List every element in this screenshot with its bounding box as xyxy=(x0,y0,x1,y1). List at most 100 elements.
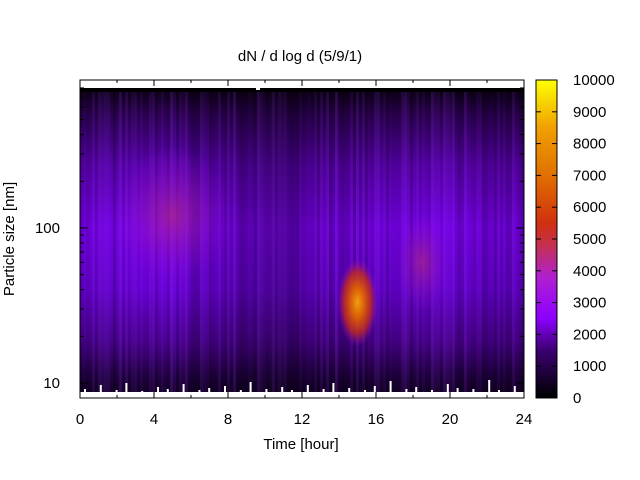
texture-stripe xyxy=(476,92,479,392)
colorbar-tick-label: 5000 xyxy=(573,231,606,248)
texture-stripe xyxy=(512,92,515,392)
texture-stripe xyxy=(353,92,356,392)
colorbar-tick-label: 3000 xyxy=(573,295,606,312)
texture-stripe xyxy=(356,92,359,392)
texture-stripe xyxy=(455,92,458,392)
texture-stripe xyxy=(83,92,86,392)
texture-stripe xyxy=(329,92,332,392)
texture-stripe xyxy=(509,92,512,392)
y-axis-label: Particle size [nm] xyxy=(1,182,18,296)
heatmap-feature xyxy=(112,145,233,286)
texture-stripe xyxy=(386,92,389,392)
gap-tick xyxy=(125,383,128,398)
texture-stripe xyxy=(254,92,257,392)
texture-stripe xyxy=(284,92,287,392)
texture-stripe xyxy=(272,92,275,392)
colorbar-tick-label: 1000 xyxy=(573,358,606,375)
texture-stripe xyxy=(227,92,230,392)
texture-stripe xyxy=(500,92,503,392)
texture-stripe xyxy=(464,92,467,392)
gap-top-tick xyxy=(256,88,260,90)
texture-stripe xyxy=(278,92,281,392)
texture-stripe xyxy=(479,92,482,392)
y-tick-label: 100 xyxy=(35,220,60,237)
texture-stripe xyxy=(383,92,386,392)
x-tick-label: 12 xyxy=(294,411,311,428)
texture-stripe xyxy=(374,92,377,392)
texture-stripe xyxy=(350,92,353,392)
texture-stripe xyxy=(470,92,473,392)
texture-stripe xyxy=(503,92,506,392)
texture-stripe xyxy=(305,92,308,392)
chart-title: dN / d log d (5/9/1) xyxy=(238,48,362,65)
texture-stripe xyxy=(230,92,233,392)
colorbar-ticks: 0 1000 2000 3000 4000 5000 6000 7000 8000 9000 100… xyxy=(536,72,615,407)
texture-stripe xyxy=(239,92,242,392)
texture-stripe xyxy=(302,92,305,392)
gap-tick xyxy=(389,381,392,398)
texture-stripe xyxy=(110,92,113,392)
texture-stripe xyxy=(260,92,263,392)
x-tick-label: 24 xyxy=(516,411,533,428)
texture-stripe xyxy=(521,92,524,392)
texture-stripe xyxy=(335,92,338,392)
texture-stripe xyxy=(389,92,392,392)
gap-tick xyxy=(99,385,102,398)
texture-stripe xyxy=(320,92,323,392)
gap-tick xyxy=(182,384,185,398)
texture-stripe xyxy=(449,92,452,392)
colorbar-tick-label: 10000 xyxy=(573,72,615,89)
texture-stripe xyxy=(104,92,107,392)
texture-stripe xyxy=(377,92,380,392)
texture-stripe xyxy=(326,92,329,392)
texture-stripe xyxy=(293,92,296,392)
texture-stripe xyxy=(257,92,260,392)
texture-stripe xyxy=(251,92,254,392)
texture-stripe xyxy=(113,92,116,392)
texture-stripe xyxy=(344,92,347,392)
colorbar-tick-label: 4000 xyxy=(573,263,606,280)
texture-stripe xyxy=(95,92,98,392)
colorbar-tick-label: 7000 xyxy=(573,167,606,184)
texture-stripe xyxy=(308,92,311,392)
texture-stripe xyxy=(491,92,494,392)
heatmap-feature xyxy=(337,258,378,347)
texture-stripe xyxy=(314,92,317,392)
texture-stripe xyxy=(452,92,455,392)
heatmap-features xyxy=(112,145,449,347)
texture-stripe xyxy=(290,92,293,392)
texture-stripe xyxy=(494,92,497,392)
texture-stripe xyxy=(80,92,83,392)
gap-tick xyxy=(488,380,491,398)
top-dark-band xyxy=(80,88,524,92)
texture-stripe xyxy=(245,92,248,392)
texture-stripe xyxy=(275,92,278,392)
texture-stripe xyxy=(482,92,485,392)
texture-stripe xyxy=(395,92,398,392)
texture-stripe xyxy=(89,92,92,392)
texture-stripe xyxy=(485,92,488,392)
colorbar-tick-label: 2000 xyxy=(573,326,606,343)
texture-stripe xyxy=(92,92,95,392)
texture-stripe xyxy=(518,92,521,392)
x-axis-label: Time [hour] xyxy=(263,436,338,453)
colorbar-tick-label: 8000 xyxy=(573,136,606,153)
x-tick-label: 20 xyxy=(442,411,459,428)
texture-stripe xyxy=(458,92,461,392)
texture-stripe xyxy=(467,92,470,392)
texture-stripe xyxy=(242,92,245,392)
texture-stripe xyxy=(317,92,320,392)
texture-stripe xyxy=(296,92,299,392)
y-axis-ticks: 10 100 xyxy=(35,87,524,392)
texture-stripe xyxy=(248,92,251,392)
texture-stripe xyxy=(359,92,362,392)
texture-stripe xyxy=(506,92,509,392)
texture-stripe xyxy=(236,92,239,392)
texture-stripe xyxy=(98,92,101,392)
texture-stripe xyxy=(338,92,341,392)
texture-stripe xyxy=(269,92,272,392)
gap-tick xyxy=(446,384,449,398)
colorbar-tick-label: 9000 xyxy=(573,104,606,121)
texture-stripe xyxy=(266,92,269,392)
